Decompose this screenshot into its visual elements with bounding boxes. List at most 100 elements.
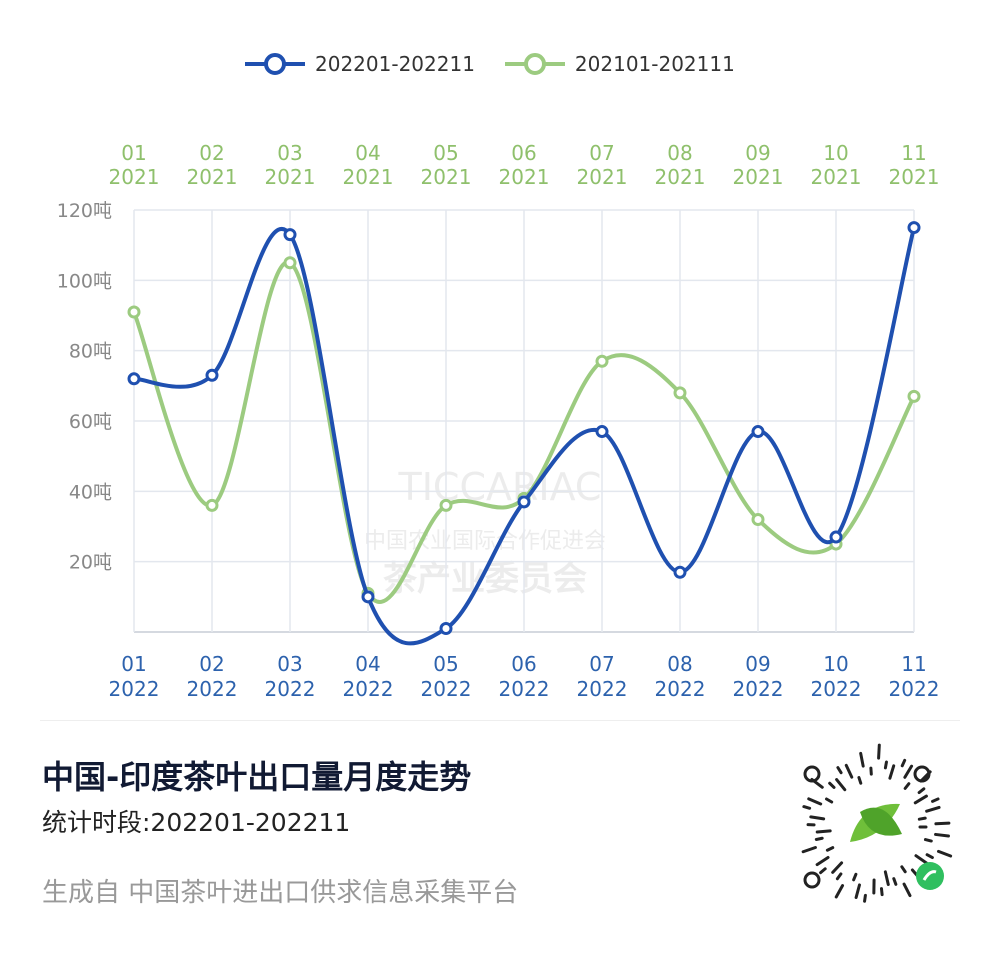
qr-ray <box>814 836 824 841</box>
qr-ray <box>828 781 836 789</box>
data-point <box>907 389 921 403</box>
x-bottom-month-label: 06 <box>511 652 536 676</box>
data-point <box>361 590 375 604</box>
qr-ray <box>835 778 847 792</box>
qr-ray <box>852 872 858 882</box>
qr-ray <box>815 829 832 834</box>
y-tick-label: 100吨 <box>57 270 112 292</box>
x-top-year-label: 2021 <box>577 165 628 189</box>
qr-ray <box>923 838 933 843</box>
qr-ray <box>903 764 914 779</box>
x-top-month-label: 07 <box>589 141 614 165</box>
data-point <box>907 221 921 235</box>
qr-ray <box>934 821 951 826</box>
qr-ray <box>917 816 927 821</box>
x-bottom-month-label: 09 <box>745 652 770 676</box>
qr-ray <box>931 797 940 803</box>
x-top-year-label: 2021 <box>187 165 238 189</box>
x-bottom-year-label: 2022 <box>889 677 940 701</box>
legend-item-2022[interactable]: 202201-202211 <box>245 52 475 76</box>
qr-ray <box>883 760 888 770</box>
x-top-month-label: 11 <box>901 141 926 165</box>
data-point <box>127 305 141 319</box>
qr-ray <box>844 763 854 779</box>
qr-ray <box>879 887 884 897</box>
data-point <box>517 495 531 509</box>
data-point <box>439 498 453 512</box>
qr-ray <box>883 870 890 886</box>
x-top-month-label: 04 <box>355 141 380 165</box>
qr-ray <box>900 865 907 874</box>
qr-ray <box>888 764 896 780</box>
x-bottom-year-label: 2022 <box>187 677 238 701</box>
x-bottom-month-label: 03 <box>277 652 302 676</box>
x-bottom-year-label: 2022 <box>577 677 628 701</box>
x-bottom-month-label: 11 <box>901 652 926 676</box>
y-tick-label: 120吨 <box>57 200 112 222</box>
qr-ray <box>925 805 941 813</box>
data-point <box>439 621 453 635</box>
x-bottom-month-label: 04 <box>355 652 380 676</box>
x-top-month-label: 01 <box>121 141 146 165</box>
x-top-year-label: 2021 <box>499 165 550 189</box>
qr-ray <box>834 884 845 899</box>
footer-subtitle: 统计时段:202201-202211 <box>42 808 351 837</box>
x-bottom-year-label: 2022 <box>343 677 394 701</box>
qr-ray <box>802 805 812 810</box>
qr-ray <box>815 855 830 867</box>
watermark-line2: 茶产业委员会 <box>383 559 587 599</box>
x-bottom-month-label: 10 <box>823 652 848 676</box>
data-point <box>751 512 765 526</box>
x-bottom-year-label: 2022 <box>421 677 472 701</box>
qr-ray <box>854 883 861 900</box>
x-bottom-month-label: 01 <box>121 652 146 676</box>
data-point <box>283 228 297 242</box>
qr-ray <box>902 882 912 898</box>
qr-ray <box>917 787 926 795</box>
mini-program-qr-code-icon[interactable] <box>790 742 960 912</box>
qr-ray <box>831 861 844 874</box>
x-top-month-label: 06 <box>511 141 536 165</box>
data-point <box>751 425 765 439</box>
data-point <box>205 368 219 382</box>
watermark-line1: 中国农业国际合作促进会 <box>364 529 606 554</box>
x-bottom-month-label: 02 <box>199 652 224 676</box>
qr-ray <box>819 867 827 875</box>
qr-ray <box>925 853 934 860</box>
x-bottom-year-label: 2022 <box>733 677 784 701</box>
x-bottom-year-label: 2022 <box>655 677 706 701</box>
x-bottom-month-label: 08 <box>667 652 692 676</box>
qr-ray <box>900 758 907 768</box>
qr-ray <box>825 846 835 852</box>
x-top-year-label: 2021 <box>343 165 394 189</box>
x-bottom-year-label: 2022 <box>109 677 160 701</box>
qr-ray <box>825 797 834 804</box>
x-bottom-year-label: 2022 <box>499 677 550 701</box>
x-bottom-month-label: 05 <box>433 652 458 676</box>
x-top-year-label: 2021 <box>733 165 784 189</box>
data-point <box>205 498 219 512</box>
qr-ray <box>892 877 898 886</box>
legend-item-2021[interactable]: 202101-202111 <box>504 52 735 76</box>
legend-label: 202101-202111 <box>574 52 735 76</box>
data-point <box>283 256 297 270</box>
data-point <box>673 565 687 579</box>
x-top-month-label: 05 <box>433 141 458 165</box>
qr-ray <box>877 743 881 760</box>
qr-ray <box>807 797 823 806</box>
x-top-month-label: 02 <box>199 141 224 165</box>
x-top-month-label: 08 <box>667 141 692 165</box>
qr-ray <box>903 782 911 790</box>
legend-label: 202201-202211 <box>315 52 475 76</box>
x-top-month-label: 09 <box>745 141 770 165</box>
qr-ray <box>914 854 929 865</box>
qr-ray <box>934 832 950 838</box>
qr-ray <box>859 751 865 768</box>
x-top-year-label: 2021 <box>421 165 472 189</box>
x-top-year-label: 2021 <box>811 165 862 189</box>
data-point <box>673 386 687 400</box>
qr-ray <box>809 815 826 821</box>
x-top-month-label: 10 <box>823 141 848 165</box>
qr-ray <box>801 846 817 854</box>
